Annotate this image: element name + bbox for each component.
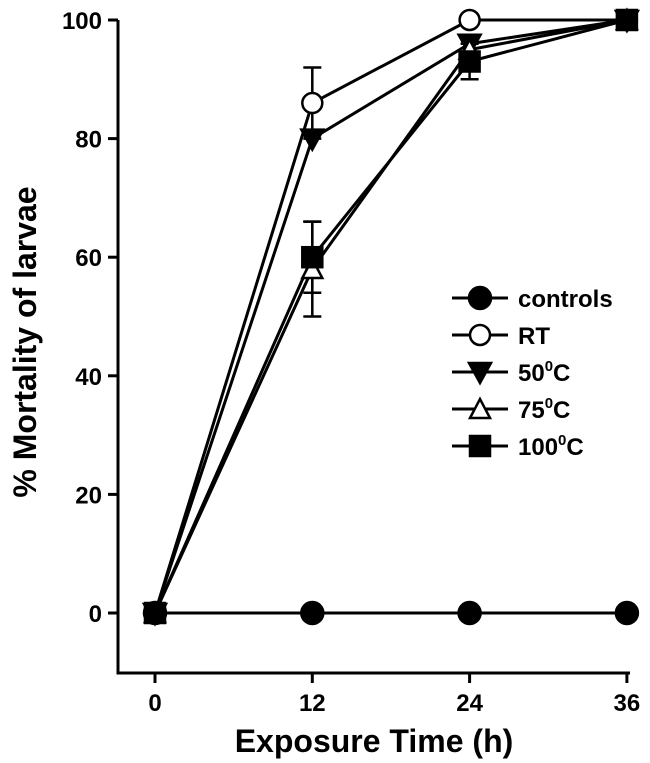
point-RT	[458, 8, 481, 32]
series-line-50	[153, 18, 628, 614]
point-100	[301, 245, 324, 269]
legend-label-text: 100	[518, 434, 558, 461]
x-tick-label: 0	[148, 690, 161, 717]
point-100	[615, 8, 639, 32]
legend-marker-RT	[468, 323, 492, 347]
legend-label-75: 750C	[518, 395, 570, 424]
series-line-RT	[153, 18, 627, 614]
x-tick-label: 12	[299, 690, 326, 717]
data-markers	[141, 7, 641, 627]
legend-label-50: 500C	[518, 358, 570, 387]
y-tick-label: 100	[62, 8, 102, 35]
legend-marker-100	[468, 434, 492, 458]
series-line-75	[153, 18, 628, 614]
legend-marker-75	[467, 396, 493, 420]
legend-label-RT: RT	[518, 323, 550, 350]
point-controls	[300, 600, 325, 626]
point-RT	[301, 91, 324, 115]
legend-label-100: 1000C	[518, 432, 584, 461]
legend-label-degree: 0	[545, 395, 553, 412]
point-100	[458, 50, 481, 73]
legend-marker-50	[466, 361, 494, 386]
point-50	[299, 128, 326, 153]
legend-label-text: controls	[518, 286, 613, 313]
legend-marker-controls	[467, 285, 493, 311]
point-75	[300, 256, 325, 280]
y-tick-label: 60	[75, 245, 102, 272]
x-ticks: 0 12 24 36	[148, 673, 640, 717]
y-tick-label: 80	[75, 127, 102, 154]
legend-label-text: RT	[518, 323, 550, 350]
legend-label-unit: C	[566, 434, 583, 461]
x-tick-label: 24	[456, 690, 483, 717]
legend-label-text: 75	[518, 397, 545, 424]
series-lines	[153, 18, 628, 615]
legend-label-unit: C	[553, 397, 570, 424]
y-tick-label: 40	[75, 364, 102, 391]
plot-area	[116, 20, 630, 675]
legend-label-degree: 0	[558, 432, 566, 449]
y-tick-label: 0	[89, 601, 102, 628]
point-controls	[614, 600, 640, 626]
y-tick-label: 20	[75, 482, 102, 509]
x-axis-title: Exposure Time (h)	[235, 723, 514, 759]
point-100	[143, 601, 167, 625]
series-line-100	[153, 18, 628, 614]
legend-label-degree: 0	[545, 358, 553, 375]
legend-label-unit: C	[553, 360, 570, 387]
point-controls	[457, 600, 482, 626]
x-tick-label: 36	[614, 690, 641, 717]
y-axis-title: % Mortality of larvae	[7, 186, 43, 497]
legend-label-controls: controls	[518, 286, 613, 313]
legend-label-text: 50	[518, 360, 545, 387]
y-ticks: 0 20 40 60 80 100	[62, 8, 118, 628]
